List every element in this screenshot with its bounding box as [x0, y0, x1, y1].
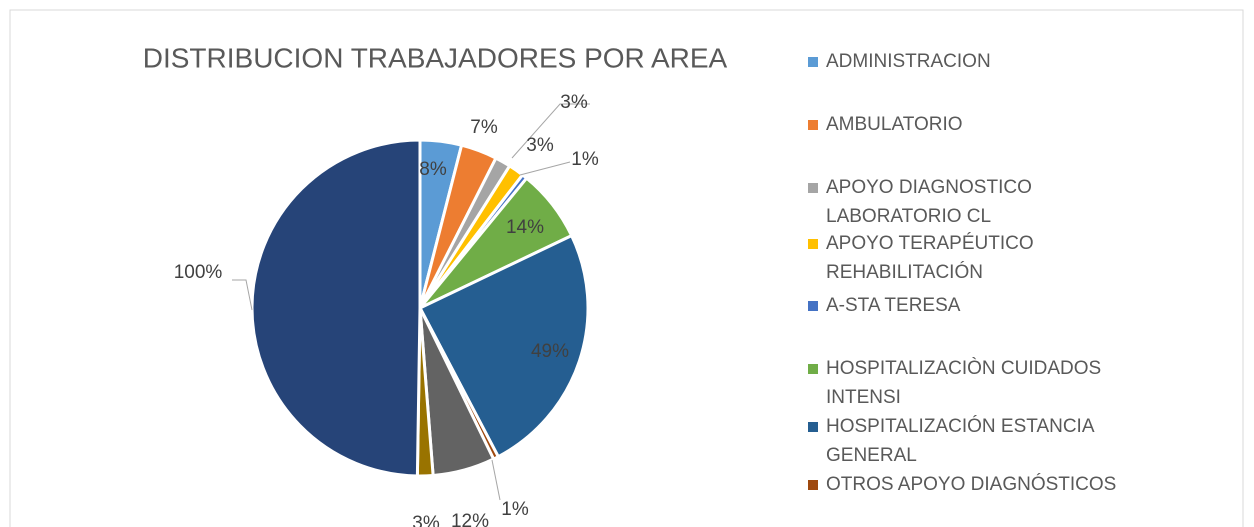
legend-label: APOYO TERAPÉUTICO REHABILITACIÓN	[826, 233, 1034, 283]
data-label: 7%	[470, 117, 498, 138]
leader-line	[511, 103, 590, 159]
legend-label: HOSPITALIZACIÒN CUIDADOS INTENSI	[826, 358, 1102, 408]
legend-swatch	[808, 120, 818, 130]
chart-border	[9, 9, 1244, 527]
legend-swatch	[808, 422, 818, 432]
legend-label: APOYO DIAGNOSTICO LABORATORIO CL	[826, 177, 1032, 227]
legend-swatch	[808, 183, 818, 193]
legend-item: HOSPITALIZACIÓN ESTANCIA GENERAL	[808, 412, 1148, 470]
legend-item: A-STA TERESA	[808, 291, 1148, 320]
data-label: 3%	[412, 513, 440, 527]
legend-swatch	[808, 480, 818, 490]
data-label: 14%	[506, 217, 544, 238]
data-label: 8%	[419, 159, 447, 180]
pie-slice	[417, 233, 590, 459]
data-label: 1%	[501, 499, 529, 520]
legend-swatch	[808, 239, 818, 249]
pie-slice	[250, 138, 422, 478]
data-label: 3%	[526, 135, 554, 156]
data-label: 12%	[451, 511, 489, 527]
legend-swatch	[808, 301, 818, 311]
legend-label: AMBULATORIO	[826, 114, 963, 135]
legend-label: HOSPITALIZACIÓN ESTANCIA GENERAL	[826, 416, 1094, 466]
legend-label: A-STA TERESA	[826, 295, 961, 316]
legend-item: APOYO DIAGNOSTICO LABORATORIO CL	[808, 173, 1148, 231]
data-label: 49%	[531, 341, 569, 362]
legend-item: OTROS APOYO DIAGNÓSTICOS	[808, 470, 1148, 499]
data-label: 100%	[174, 262, 223, 283]
legend-item: HOSPITALIZACIÒN CUIDADOS INTENSI	[808, 354, 1148, 412]
leader-line	[491, 459, 501, 501]
chart-title: DISTRIBUCION TRABAJADORES POR AREA	[143, 42, 728, 73]
leader-line	[519, 161, 571, 176]
data-label: 1%	[571, 149, 599, 170]
legend-label: ADMINISTRACION	[826, 51, 991, 72]
legend-item: ADMINISTRACION	[808, 47, 1148, 76]
leader-line	[232, 279, 253, 311]
legend-item: APOYO TERAPÉUTICO REHABILITACIÓN	[808, 229, 1148, 287]
legend-swatch	[808, 57, 818, 67]
legend-label: OTROS APOYO DIAGNÓSTICOS	[826, 474, 1117, 495]
legend-swatch	[808, 364, 818, 374]
legend-item: AMBULATORIO	[808, 110, 1148, 139]
data-label: 3%	[560, 92, 588, 113]
